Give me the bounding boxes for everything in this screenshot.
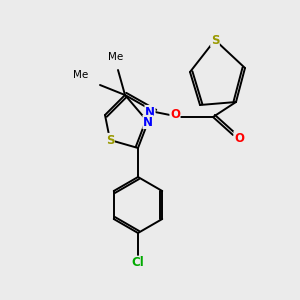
Text: Me: Me xyxy=(108,52,124,62)
Text: N: N xyxy=(143,116,153,128)
Text: O: O xyxy=(170,109,180,122)
Text: O: O xyxy=(234,131,244,145)
Text: Me: Me xyxy=(73,70,88,80)
Text: S: S xyxy=(106,134,114,146)
Text: N: N xyxy=(145,106,155,118)
Text: Cl: Cl xyxy=(132,256,144,269)
Text: S: S xyxy=(211,34,219,46)
